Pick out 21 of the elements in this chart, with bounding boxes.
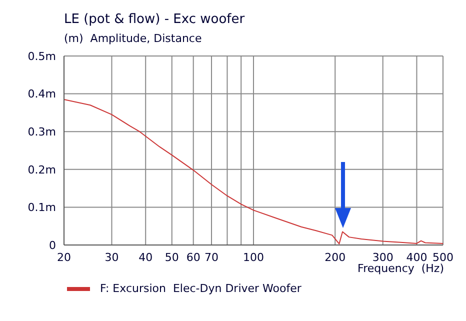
y-axis-title: (m) Amplitude, Distance: [64, 32, 202, 45]
x-tick-label: 400: [406, 250, 428, 264]
x-axis-title: Frequency (Hz): [358, 262, 444, 275]
legend-label: F: Excursion Elec-Dyn Driver Woofer: [100, 282, 302, 295]
y-tick-label: 0.2m: [28, 163, 56, 176]
x-tick-label: 200: [324, 250, 346, 264]
y-tick-label: 0.5m: [28, 50, 56, 63]
chart-title: LE (pot & flow) - Exc woofer: [64, 12, 245, 27]
x-tick-label: 40: [138, 250, 153, 264]
y-tick-label: 0.3m: [28, 126, 56, 139]
x-tick-label: 100: [243, 250, 264, 264]
x-tick-label: 70: [204, 250, 219, 264]
y-tick-label: 0: [49, 238, 56, 252]
y-tick-label: 0.1m: [28, 201, 56, 214]
x-tick-label: 50: [164, 250, 179, 264]
x-tick-label: 60: [186, 250, 200, 264]
x-tick-label: 300: [372, 250, 394, 264]
x-tick-label: 30: [104, 250, 119, 264]
x-tick-label: 20: [57, 250, 71, 264]
x-tick-label: 500: [432, 250, 454, 264]
y-tick-label: 0.4m: [28, 88, 56, 101]
